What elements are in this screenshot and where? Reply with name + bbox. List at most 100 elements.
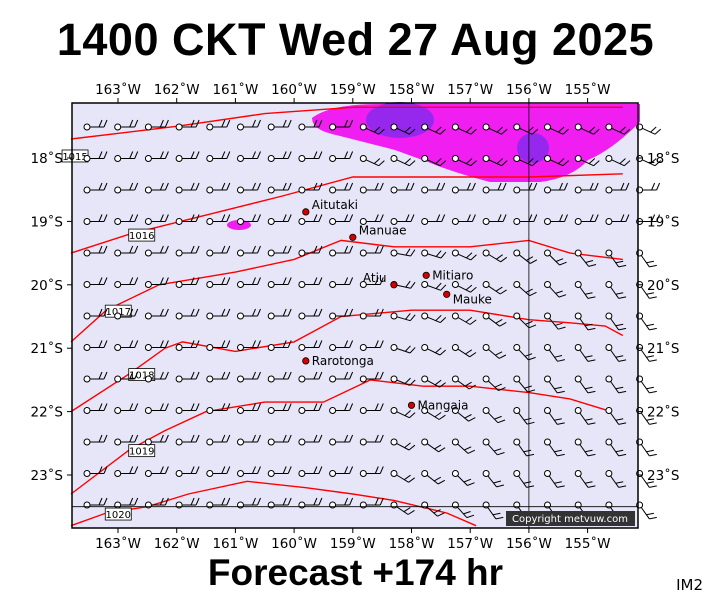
island-mauke: Mauke (443, 290, 492, 306)
wind-barb (574, 438, 596, 457)
wind-barb (605, 344, 627, 362)
wind-barb (237, 151, 261, 162)
wind-barb (83, 371, 108, 383)
wind-barb (237, 245, 261, 257)
wind-barb (206, 466, 231, 477)
wind-barb (267, 466, 292, 477)
wind-barb (298, 340, 323, 351)
wind-barb (451, 155, 477, 167)
wind-barb (206, 308, 231, 320)
lon-label-bottom: 155˚W (565, 535, 611, 552)
wind-barb (636, 312, 657, 331)
lat-label-right: 21˚S (647, 340, 680, 357)
wind-barb (390, 344, 416, 354)
wind-barb (83, 277, 108, 288)
wind-barb (114, 308, 139, 320)
wind-barb (329, 466, 354, 477)
wind-barb (329, 245, 354, 257)
wind-barb (206, 277, 231, 288)
wind-barb (175, 151, 200, 162)
wind-barb (329, 497, 354, 509)
wind-barb (451, 501, 475, 519)
wind-barb (175, 340, 200, 351)
isobar-value: 1020 (106, 510, 131, 521)
wind-barb (144, 277, 169, 288)
wind-barb (329, 371, 354, 383)
wind-barb (390, 438, 416, 451)
lon-label-top: 158˚W (389, 81, 435, 98)
wind-barb (83, 245, 108, 257)
island-rarotonga: Rarotonga (302, 354, 374, 368)
wind-barb (482, 281, 507, 295)
wind-barb (421, 249, 447, 259)
island-mangaia: Mangaia (407, 398, 468, 412)
island-marker (302, 357, 310, 365)
wind-barb (544, 182, 568, 194)
lon-label-top: 156˚W (506, 81, 552, 98)
wind-barb (114, 119, 139, 131)
wind-barb (605, 214, 630, 225)
wind-barb (513, 470, 535, 488)
wind-barb (390, 214, 415, 225)
wind-barb (390, 123, 416, 135)
wind-barb (482, 438, 505, 456)
isobar-1019 (70, 379, 612, 495)
wind-barb (144, 371, 169, 383)
lat-label-right: 22˚S (647, 404, 680, 421)
wind-barb (482, 407, 506, 424)
wind-barb (114, 277, 139, 288)
wind-barb (636, 375, 657, 394)
axis-ticks: 163˚W 163˚W 162˚W 162˚W 161˚W 161˚W 160˚W 160˚W… (31, 81, 680, 552)
wind-barb (144, 214, 169, 225)
wind-barb (83, 214, 108, 225)
wind-barb (175, 277, 200, 288)
wind-barb (544, 281, 567, 298)
wind-barb (175, 245, 200, 257)
wind-barb (513, 182, 538, 194)
wind-barb (206, 245, 231, 257)
wind-barb (482, 182, 507, 194)
wind-barb (267, 182, 292, 194)
wind-barb (144, 340, 169, 351)
wind-barb (206, 434, 231, 446)
island-aitutaki: Aitutaki (302, 198, 358, 216)
wind-barb (114, 434, 139, 446)
isobar-1017 (70, 239, 623, 343)
wind-barb (574, 123, 600, 135)
wind-barb (114, 371, 139, 383)
island-marker (349, 233, 357, 241)
wind-barb (605, 182, 630, 194)
wind-barb (237, 214, 261, 225)
wind-barb (451, 375, 476, 390)
wind-barb (267, 245, 292, 257)
island-marker (390, 281, 398, 289)
forecast-label: Forecast +174 hr (207, 552, 504, 593)
wind-barb (482, 344, 507, 359)
wind-barb (267, 277, 292, 288)
wind-barb (359, 308, 384, 320)
wind-barb (329, 277, 354, 288)
isobar-value: 1018 (129, 371, 154, 382)
heavy-rain-area (517, 133, 549, 163)
wind-barb (544, 375, 565, 394)
wind-barb (144, 308, 169, 320)
map-title: 1400 CKT Wed 27 Aug 2025 (56, 14, 655, 65)
island-manuae: Manuae (349, 223, 406, 241)
wind-barb (237, 182, 261, 194)
wind-barb (114, 403, 139, 414)
wind-barb (298, 214, 323, 225)
wind-barb (390, 182, 415, 194)
wind-barb (237, 119, 261, 131)
island-label: Rarotonga (312, 354, 374, 368)
lon-label-bottom: 162˚W (154, 535, 200, 552)
lon-label-bottom: 163˚W (95, 535, 141, 552)
wind-barb (544, 214, 568, 225)
wind-barb (636, 438, 657, 457)
wind-barb (421, 438, 446, 453)
wind-barb (206, 182, 231, 194)
wind-barb (451, 312, 477, 325)
wind-barb (451, 182, 476, 194)
wind-barb (605, 281, 627, 299)
island-label: Atiu (363, 271, 387, 285)
